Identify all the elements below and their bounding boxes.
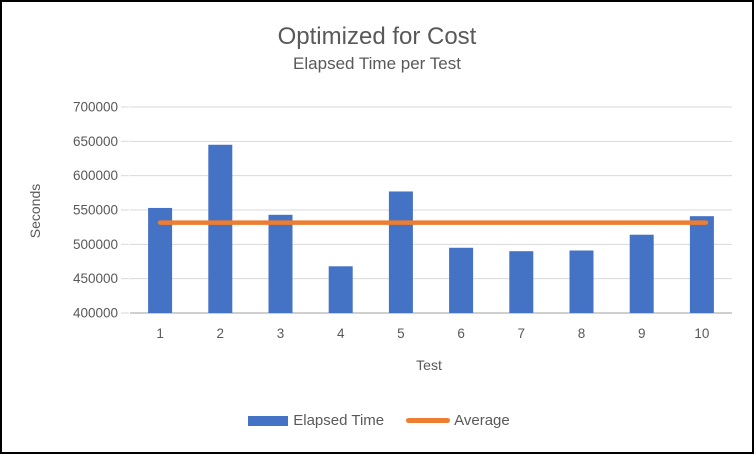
bar-test-2[interactable] xyxy=(208,144,233,313)
bar-test-4[interactable] xyxy=(328,266,353,313)
bar-test-7[interactable] xyxy=(509,251,534,313)
bar-test-5[interactable] xyxy=(388,191,413,313)
x-tick-label: 4 xyxy=(337,326,345,341)
legend-item-elapsed-time[interactable]: Elapsed Time xyxy=(248,412,384,429)
y-tick-label: 500000 xyxy=(73,237,118,252)
x-tick-label: 1 xyxy=(156,326,164,341)
bar-test-10[interactable] xyxy=(689,216,714,313)
legend-label-elapsed-time: Elapsed Time xyxy=(293,412,385,429)
y-tick-label: 450000 xyxy=(73,271,118,286)
legend-item-average[interactable]: Average xyxy=(406,412,510,429)
chart-title: Optimized for Cost xyxy=(277,23,477,50)
x-tick-label: 6 xyxy=(457,326,465,341)
average-swatch-icon xyxy=(406,418,451,423)
x-axis-title: Test xyxy=(416,357,442,373)
legend: Elapsed Time Average xyxy=(2,412,752,429)
bar-test-8[interactable] xyxy=(569,250,594,313)
x-tick-label: 7 xyxy=(518,326,526,341)
y-tick-label: 700000 xyxy=(73,100,118,115)
legend-label-average: Average xyxy=(454,412,510,429)
x-tick-label: 8 xyxy=(578,326,586,341)
bar-test-9[interactable] xyxy=(629,234,654,313)
x-tick-label: 5 xyxy=(397,326,405,341)
chart-subtitle: Elapsed Time per Test xyxy=(293,54,461,73)
bar-test-6[interactable] xyxy=(449,247,474,313)
x-tick-label: 3 xyxy=(277,326,285,341)
x-tick-label: 9 xyxy=(638,326,646,341)
bar-test-3[interactable] xyxy=(268,214,293,313)
y-tick-label: 650000 xyxy=(73,134,118,149)
y-axis-title: Seconds xyxy=(27,183,43,239)
y-tick-label: 550000 xyxy=(73,203,118,218)
y-tick-label: 600000 xyxy=(73,168,118,183)
x-tick-label: 2 xyxy=(217,326,225,341)
x-tick-label: 10 xyxy=(694,326,709,341)
y-tick-label: 400000 xyxy=(73,306,118,321)
bar-test-1[interactable] xyxy=(148,207,173,313)
elapsed-time-swatch-icon xyxy=(248,415,289,426)
